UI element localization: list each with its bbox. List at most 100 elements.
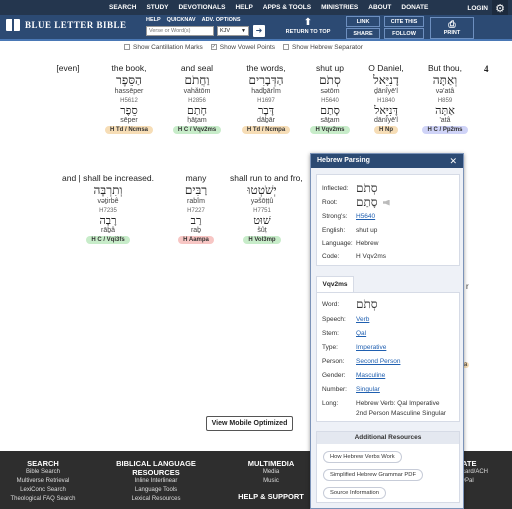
hebrew-inflected[interactable]: יְשֹׁטְטוּ [247,183,277,197]
login-link[interactable]: LOGIN [467,5,488,12]
strongs-number[interactable]: H7751 [253,208,271,214]
morphology-tag[interactable]: H Td / Ncmsa [104,126,153,134]
resource-source-info[interactable]: Source Information [323,487,386,499]
footer-link[interactable]: card/ACH [462,469,489,475]
footer-link[interactable]: Media [262,469,280,475]
hebrew-root[interactable]: רַב [190,214,202,227]
morphology-tag[interactable]: H C / Pp2ms [422,126,468,134]
speech-link[interactable]: Verb [356,316,370,323]
morphology-tag[interactable]: H C / Vqv2ms [172,126,222,134]
hebrew-root[interactable]: שׁוּט [253,214,271,227]
number-link[interactable]: Singular [356,386,380,393]
hebrew-inflected[interactable]: וַחֲתֹם [184,73,210,87]
morphology-tag[interactable]: H Vqv2ms [310,126,350,134]
english-gloss: shut up [316,63,344,73]
nav-ministries[interactable]: MINISTRIES [321,4,359,11]
nav-devotionals[interactable]: DEVOTIONALS [178,4,226,11]
version-select[interactable]: KJV ▼ [217,26,249,36]
cantillation-checkbox[interactable] [124,44,130,50]
strongs-number[interactable]: H7227 [187,208,205,214]
search-submit-button[interactable]: ➜ [253,25,265,37]
gear-icon[interactable]: ⚙ [492,0,508,18]
top-navigation: SEARCH STUDY DEVOTIONALS HELP APPS & TOO… [0,0,512,18]
hebrew-root[interactable]: סָתַם [320,104,340,117]
morphology-tag[interactable]: H Np [374,126,398,134]
hebrew-root[interactable]: רָבָה [99,214,117,227]
hebrew-inflected[interactable]: וְתִרְבֶּה [93,183,123,197]
nav-apps-tools[interactable]: APPS & TOOLS [262,4,312,11]
return-to-top-button[interactable]: ⬆ RETURN TO TOP [283,17,333,35]
footer-heading: SEARCH [27,459,59,468]
resource-hebrew-verbs[interactable]: How Hebrew Verbs Work [323,451,402,463]
strongs-link[interactable]: H5640 [356,213,376,220]
link-button[interactable]: LINK [346,16,380,27]
footer-link[interactable]: Theological FAQ Search [10,496,76,502]
language-label: Language: [322,240,353,247]
resource-grammar-pdf[interactable]: Simplified Hebrew Grammar PDF [323,469,424,481]
hebrew-inflected[interactable]: הַדְּבָרִים [248,73,284,87]
close-icon[interactable]: ✕ [449,156,457,166]
advanced-options-link[interactable]: ADV. OPTIONS [201,17,241,23]
share-button[interactable]: SHARE [346,28,380,39]
search-help-link[interactable]: HELP [146,17,161,23]
long-value-line1: Hebrew Verb: Qal Imperative [356,400,440,407]
hebrew-inflected[interactable]: רַבִּים [184,183,208,197]
view-mobile-button[interactable]: View Mobile Optimized [206,416,293,431]
site-logo[interactable]: BLUE LETTER BIBLE [6,19,127,31]
strongs-number[interactable]: H5612 [120,98,138,104]
gender-link[interactable]: Masculine [356,372,386,379]
hebrew-root[interactable]: דָּנִיֵּאל [374,104,398,117]
hebrew-inflected[interactable]: וְאַתָּה [432,73,458,87]
separator-checkbox[interactable] [283,44,290,50]
search-input[interactable] [146,26,214,36]
footer-link[interactable]: Multiverse Retrieval [16,478,70,484]
morphology-tag[interactable]: H Aampa [178,236,214,244]
vowels-checkbox[interactable]: ✓ [210,44,217,50]
footer-link[interactable]: yPal [462,478,474,484]
footer-link[interactable]: Music [263,478,279,484]
nav-help[interactable]: HELP [235,4,253,11]
footer-link[interactable]: Language Tools [134,487,178,493]
hebrew-root[interactable]: אַתָּה [435,104,455,117]
hebrew-root[interactable]: דָּבָר [258,104,274,117]
hebrew-root[interactable]: חָתַם [186,104,208,117]
interlinear-word: shall run to and fro, יְשֹׁטְטוּ yəšōṭṭû… [228,173,312,244]
cite-this-button[interactable]: CITE THIS [384,16,424,27]
word-stack: יְשֹׁטְטוּ yəšōṭṭû H7751 שׁוּט šûṭ H Vol… [230,183,294,244]
footer-link[interactable]: Lexical Resources [131,496,181,502]
stem-link[interactable]: Qal [356,330,367,337]
hebrew-inflected[interactable]: דָנִיֵּאל [373,73,399,87]
strongs-number[interactable]: H1697 [257,98,275,104]
strongs-number[interactable]: H7235 [99,208,117,214]
nav-about[interactable]: ABOUT [368,4,392,11]
quicknav-link[interactable]: QUICKNAV [166,17,196,23]
hebrew-root[interactable]: סֵפֶר [120,104,138,117]
hebrew-inflected[interactable]: הַסֵּפֶר [116,73,142,87]
nav-study[interactable]: STUDY [146,4,169,11]
display-options: Show Cantillation Marks ✓ Show Vowel Poi… [124,42,363,52]
footer-link[interactable]: Bible Search [25,469,61,475]
hebrew-inflected[interactable]: סְתֹם [319,73,341,87]
morphology-tag[interactable]: H Td / Ncmpa [241,126,291,134]
strongs-number[interactable]: H2856 [188,98,206,104]
strongs-number[interactable]: H859 [437,98,453,104]
separator-option[interactable]: Show Hebrew Separator [283,42,363,52]
footer-link[interactable]: LexiConc Search [20,487,66,493]
strongs-number[interactable]: H5640 [321,98,339,104]
person-link[interactable]: Second Person [356,358,401,365]
print-button[interactable]: ⎙ PRINT [430,17,474,39]
morphology-tag[interactable]: H C / Vqi3fs [86,236,130,244]
interlinear-word: the book, הַסֵּפֶר hassēper H5612 סֵפֶר … [97,63,161,134]
nav-donate[interactable]: DONATE [401,4,429,11]
follow-button[interactable]: FOLLOW [384,28,424,39]
long-label: Long: [322,400,339,407]
type-link[interactable]: Imperative [356,344,387,351]
nav-search[interactable]: SEARCH [109,4,137,11]
speaker-icon[interactable] [382,199,390,206]
footer-link[interactable]: Inline Interlinear [134,478,178,484]
tab-vqv2ms[interactable]: Vqv2ms [316,276,354,292]
cantillation-option[interactable]: Show Cantillation Marks [124,42,203,52]
strongs-number[interactable]: H1840 [377,98,395,104]
morphology-tag[interactable]: H Vol3mp [243,236,281,244]
vowels-option[interactable]: ✓ Show Vowel Points [210,42,275,52]
